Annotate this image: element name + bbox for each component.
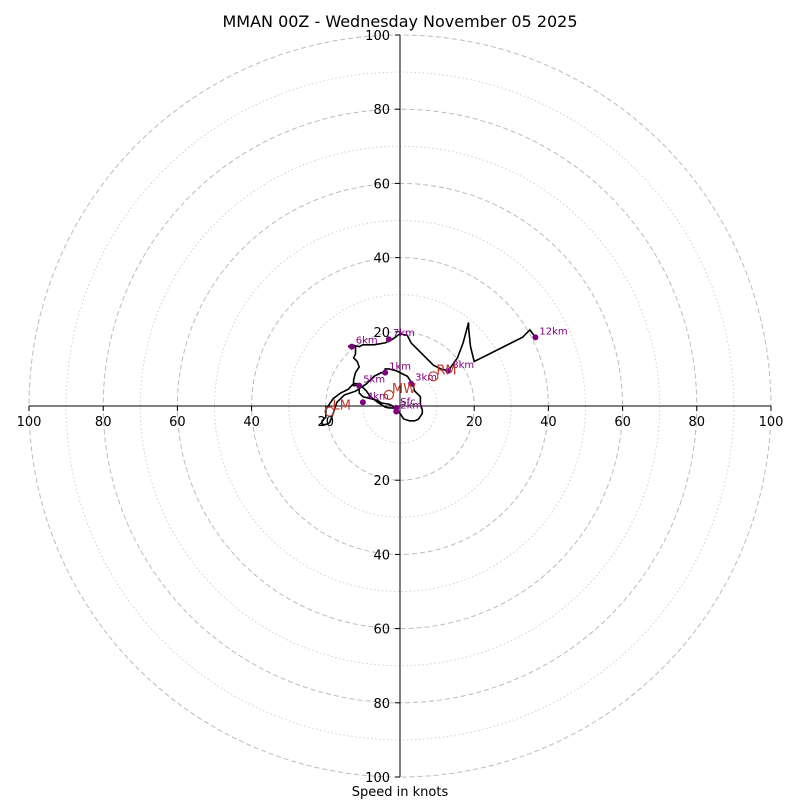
storm-marker-label: MW bbox=[392, 382, 416, 397]
height-marker-label: 2km bbox=[400, 401, 422, 412]
height-marker-label: 5km bbox=[363, 375, 385, 386]
storm-marker-label: RM bbox=[436, 363, 456, 378]
storm-motion-markers: RM MW LM bbox=[324, 363, 457, 417]
y-tick-label: 40 bbox=[373, 548, 390, 563]
height-marker-6km bbox=[348, 343, 355, 350]
y-tick-label: 80 bbox=[373, 697, 390, 712]
y-tick-label: 100 bbox=[365, 29, 390, 44]
y-tick-label: 80 bbox=[373, 103, 390, 118]
x-tick-label: 60 bbox=[614, 415, 631, 430]
height-marker-label: 12km bbox=[539, 326, 567, 337]
y-tick-label: 20 bbox=[373, 326, 390, 341]
axes bbox=[29, 35, 771, 777]
x-tick-label: 20 bbox=[318, 415, 335, 430]
y-tick-label: 60 bbox=[373, 177, 390, 192]
height-marker-label: 3km bbox=[415, 373, 437, 384]
storm-marker-MW bbox=[383, 389, 394, 400]
height-marker-4km bbox=[359, 399, 366, 406]
x-tick-label: 20 bbox=[466, 415, 483, 430]
hodograph-line bbox=[321, 322, 537, 426]
storm-marker-RM bbox=[428, 371, 439, 382]
height-marker-7km bbox=[385, 336, 392, 343]
x-tick-label: 100 bbox=[17, 415, 42, 430]
x-tick-label: 40 bbox=[243, 415, 260, 430]
y-tick-label: 40 bbox=[373, 252, 390, 267]
height-marker-2km bbox=[393, 408, 400, 415]
height-marker-label: 7km bbox=[393, 328, 415, 339]
hodograph-trace bbox=[321, 322, 537, 426]
height-marker-label: 1km bbox=[389, 362, 411, 373]
storm-marker-label: LM bbox=[333, 399, 351, 414]
y-tick-label: 60 bbox=[373, 623, 390, 638]
height-marker-12km bbox=[532, 334, 539, 341]
height-marker-3km bbox=[408, 380, 415, 387]
height-marker-5km bbox=[356, 382, 363, 389]
height-marker-1km bbox=[382, 369, 389, 376]
height-marker-label: 4km bbox=[367, 391, 389, 402]
axis-ticks: 100 80 60 40 20 20 40 60 80 100 100 80 60 40 20 20 40 60 8… bbox=[17, 29, 784, 786]
x-tick-label: 100 bbox=[759, 415, 784, 430]
height-markers: Sfc 1km 2km 3km 4km 5km 6km 7km 8km 12km bbox=[348, 326, 568, 415]
x-tick-label: 40 bbox=[540, 415, 557, 430]
height-marker-label: 8km bbox=[452, 360, 474, 371]
x-tick-label: 80 bbox=[95, 415, 112, 430]
height-marker-label: Sfc bbox=[400, 397, 415, 408]
height-marker-8km bbox=[445, 367, 452, 374]
x-tick-label: 80 bbox=[689, 415, 706, 430]
y-tick-label: 100 bbox=[365, 771, 390, 786]
x-tick-label: 60 bbox=[169, 415, 186, 430]
height-marker-label: 6km bbox=[356, 336, 378, 347]
x-axis-label: Speed in knots bbox=[352, 785, 449, 800]
chart-title: MMAN 00Z - Wednesday November 05 2025 bbox=[222, 12, 577, 31]
y-tick-label: 20 bbox=[373, 474, 390, 489]
storm-marker-LM bbox=[324, 406, 335, 417]
